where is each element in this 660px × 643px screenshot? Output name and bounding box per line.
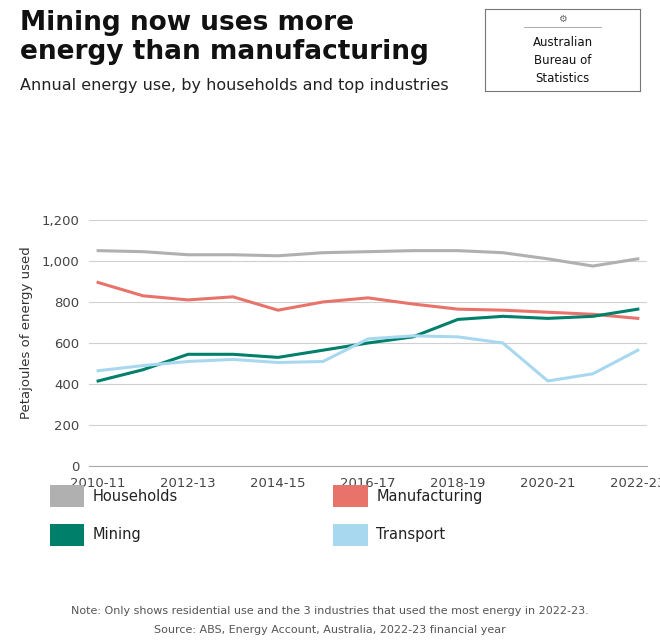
- Text: Mining now uses more: Mining now uses more: [20, 10, 354, 35]
- Text: Mining: Mining: [92, 527, 141, 543]
- Text: Note: Only shows residential use and the 3 industries that used the most energy : Note: Only shows residential use and the…: [71, 606, 589, 616]
- Text: Annual energy use, by households and top industries: Annual energy use, by households and top…: [20, 78, 448, 93]
- Text: Manufacturing: Manufacturing: [376, 489, 482, 504]
- Text: Australian
Bureau of
Statistics: Australian Bureau of Statistics: [533, 35, 593, 84]
- Text: Transport: Transport: [376, 527, 446, 543]
- Y-axis label: Petajoules of energy used: Petajoules of energy used: [20, 246, 33, 419]
- Text: energy than manufacturing: energy than manufacturing: [20, 39, 429, 64]
- Text: ⚙: ⚙: [558, 14, 567, 24]
- Text: Households: Households: [92, 489, 178, 504]
- Text: Source: ABS, Energy Account, Australia, 2022-23 financial year: Source: ABS, Energy Account, Australia, …: [154, 625, 506, 635]
